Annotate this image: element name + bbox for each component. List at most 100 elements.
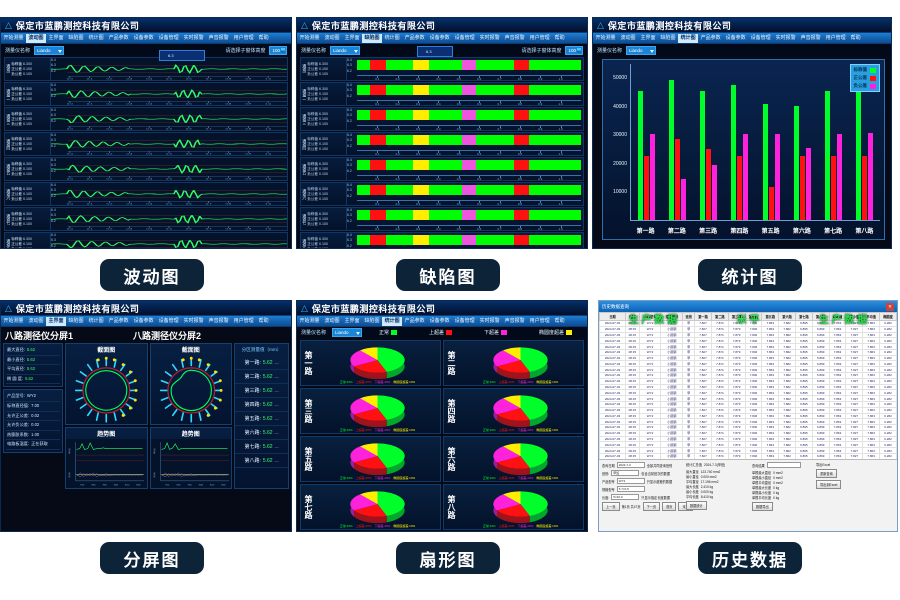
menu-item-2[interactable]: 主界面 (344, 34, 360, 41)
shift-check[interactable]: 包含当前班次的数据 (641, 471, 670, 476)
only-check[interactable]: 只显示指定长度数据 (641, 495, 670, 500)
history-query-form[interactable]: 查询日期 2024-7-3 全部共同查询班别 班别: 甲班 包含当前班次的数据 … (599, 459, 897, 531)
history-table-wrap[interactable]: 日期 时间 产品型号 规格型号 班别 第一路 第二路 第三路 第四路 第五路 第六路 第七路 第八路 最大… (599, 312, 897, 459)
result-input[interactable] (766, 462, 801, 468)
defect-plot[interactable]: 6.46.36.20.10.20.30.40.50.60.70.80.91.0 (347, 233, 583, 248)
wave-row[interactable]: 通道七 标称值 6.300 正公差 0.100 负公差 0.100 6.4 6.3… (4, 207, 288, 231)
menu-item-5[interactable]: 产品参数 (700, 34, 721, 41)
close-icon[interactable]: ✕ (886, 302, 894, 311)
table-row[interactable]: 2024-07-03 08:15 WY2 小圆钢甲 7.827 7.874 7.879 7.8… (599, 348, 897, 356)
wave-plot[interactable]: 6.46.36.2 0.00.10.20.30.40.50.60.70.80.9… (51, 233, 287, 248)
menu-item-1[interactable]: 波动图 (28, 317, 44, 324)
table-row[interactable]: 2024-07-03 08:15 WY2 小圆钢甲 7.827 7.874 7.879 7.8… (599, 447, 897, 454)
menu-item-0[interactable]: 开始测量 (3, 317, 24, 324)
column-header[interactable]: 第八路 (811, 312, 830, 321)
spec-row[interactable]: 规格型号 5 7×0.5 (602, 486, 682, 492)
first-page-button[interactable]: 首页 (662, 502, 677, 511)
toolbar[interactable]: 测量仪名称 Liando (593, 44, 891, 56)
menu-item-9[interactable]: 声音报警 (504, 34, 525, 41)
table-row[interactable]: 2024-07-03 08:15 WY2 小圆钢甲 7.827 7.874 7.879 7.8… (599, 452, 897, 459)
device-select[interactable]: Liando (330, 45, 361, 55)
column-header[interactable]: 第一路 (694, 312, 712, 321)
export-button[interactable]: 数据导出 (752, 502, 773, 511)
table-row[interactable]: 2024-07-03 08:15 WY2 小圆钢甲 7.827 7.874 7.879 7.8… (599, 337, 897, 345)
table-row[interactable]: 2024-07-03 08:15 WY2 小圆钢甲 7.827 7.874 7.879 7.8… (599, 325, 897, 333)
pie-cell[interactable]: 第五路 正常:40% 上超差:20% 下超差:20% 椭圆度超差:10% (300, 436, 441, 482)
column-header[interactable]: 第三路 (727, 312, 746, 321)
stats-button[interactable]: 数据统计 (686, 501, 707, 510)
menu-item-10[interactable]: 用户管理 (825, 34, 846, 41)
menu-item-4[interactable]: 统计图 (382, 316, 403, 326)
requery-button[interactable]: 重新查询 (816, 469, 837, 478)
product-check[interactable]: 只显示超差的数据 (646, 479, 673, 484)
menu-item-5[interactable]: 产品参数 (108, 34, 129, 41)
menu-item-10[interactable]: 用户管理 (233, 317, 254, 324)
cross-section-2[interactable]: 截面图 (149, 343, 232, 426)
spec-input[interactable]: 5 7×0.5 (616, 486, 645, 492)
table-row[interactable]: 2024-07-03 08:15 WY2 小圆钢甲 7.827 7.874 7.879 7.8… (599, 424, 897, 431)
column-header[interactable]: 第五路 (761, 312, 780, 321)
defect-bar[interactable] (357, 110, 581, 120)
table-row[interactable]: 2024-07-03 08:15 WY2 小圆钢甲 7.827 7.874 7.879 7.8… (599, 331, 897, 339)
table-row[interactable]: 2024-07-03 08:15 WY2 小圆钢甲 7.827 7.874 7.879 7.8… (599, 343, 897, 350)
menu-item-10[interactable]: 用户管理 (529, 34, 550, 41)
defect-bar[interactable] (357, 85, 581, 95)
column-header[interactable]: 最大值 (828, 312, 847, 321)
menu-item-8[interactable]: 实时报警 (183, 34, 204, 41)
menu-item-3[interactable]: 缺陷图 (362, 33, 383, 43)
trend-chart-2[interactable]: 趋势图 温度 直径 (149, 427, 232, 489)
menu-item-10[interactable]: 用户管理 (233, 34, 254, 41)
menu-item-4[interactable]: 统计图 (88, 34, 104, 41)
menu-item-9[interactable]: 声音报警 (504, 317, 525, 324)
window-pie-chart[interactable]: △ 保定市蓝鹏测控科技有限公司 开始测量 波动图 主界面 缺陷图 统计图 产品参… (296, 300, 588, 532)
menubar[interactable]: 开始测量 波动图 主界面 缺陷图 统计图 产品参数 设备参数 设备管理 实时报警… (297, 33, 587, 44)
column-header[interactable]: 日期 (599, 312, 627, 321)
menu-item-11[interactable]: 帮助 (258, 34, 269, 41)
table-row[interactable]: 2024-07-03 08:15 WY2 小圆钢甲 7.827 7.874 7.879 7.8… (599, 360, 897, 368)
menu-item-11[interactable]: 帮助 (850, 34, 861, 41)
column-header[interactable]: 最小值 (845, 312, 864, 321)
menu-item-3[interactable]: 缺陷图 (660, 34, 676, 41)
menu-item-0[interactable]: 开始测量 (595, 34, 616, 41)
menu-item-7[interactable]: 设备管理 (158, 34, 179, 41)
defect-bar[interactable] (357, 210, 581, 220)
product-row[interactable]: 产品型号 WY2 只显示超差的数据 (602, 478, 682, 484)
table-row[interactable]: 2024-07-03 08:15 WY2 小圆钢甲 7.827 7.874 7.879 7.8… (599, 429, 897, 437)
export-excel-button[interactable]: 导出到Excel (816, 480, 842, 489)
menu-item-6[interactable]: 设备参数 (725, 34, 746, 41)
menu-item-1[interactable]: 波动图 (620, 34, 636, 41)
table-row[interactable]: 2024-07-03 08:15 WY2 小圆钢甲 7.827 7.874 7.879 7.8… (599, 354, 897, 362)
table-row[interactable]: 2024-07-03 08:15 WY2 小圆钢甲 7.827 7.874 7.879 7.8… (599, 412, 897, 420)
menu-item-6[interactable]: 设备参数 (429, 34, 450, 41)
menu-item-1[interactable]: 波动图 (26, 33, 47, 43)
menu-item-3[interactable]: 缺陷图 (68, 317, 84, 324)
menu-item-9[interactable]: 声音报警 (208, 34, 229, 41)
menu-item-0[interactable]: 开始测量 (3, 34, 24, 41)
menu-item-0[interactable]: 开始测量 (299, 317, 320, 324)
menu-item-2[interactable]: 主界面 (640, 34, 656, 41)
window-history-data[interactable]: 历史数据查询 ✕ 生 产 数 据米 平生 产 数 据 日期 时间 产品型号 规格型号班… (598, 300, 898, 532)
menu-item-5[interactable]: 产品参数 (404, 34, 425, 41)
menu-item-0[interactable]: 开始测量 (299, 34, 320, 41)
window-defect-chart[interactable]: △ 保定市蓝鹏测控科技有限公司 开始测量 波动图 主界面 缺陷图 统计图 产品参… (296, 17, 588, 249)
menu-item-3[interactable]: 缺陷图 (364, 317, 380, 324)
defect-row[interactable]: 通道六 标称值 6.300 正公差 0.100 负公差 0.100 6.4 6.3 6.2 0… (300, 182, 584, 206)
wave-row[interactable]: 通道二 标称值 6.300 正公差 0.100 负公差 0.100 6.4 6.3… (4, 82, 288, 106)
column-header[interactable]: 产品型号 (638, 312, 662, 321)
date-check[interactable]: 全部共同查询班别 (646, 463, 673, 468)
menu-item-7[interactable]: 设备管理 (454, 34, 475, 41)
table-row[interactable]: 2024-07-03 08:15 WY2 小圆钢甲 7.827 7.874 7.879 7.8… (599, 400, 897, 408)
pie-cell[interactable]: 第四路 正常:40% 上超差:20% 下超差:20% 椭圆度超差:10% (443, 388, 584, 434)
pie-cell[interactable]: 第六路 正常:40% 上超差:20% 下超差:20% 椭圆度超差:10% (443, 436, 584, 482)
shift-row[interactable]: 班别: 甲班 包含当前班次的数据 (602, 470, 682, 476)
menu-item-9[interactable]: 声音报警 (208, 317, 229, 324)
column-header[interactable]: 规格型号 (660, 312, 684, 321)
defect-row[interactable]: 通道一 标称值 6.300 正公差 0.100 负公差 0.100 6.4 6.3 6.2 0… (300, 57, 584, 81)
